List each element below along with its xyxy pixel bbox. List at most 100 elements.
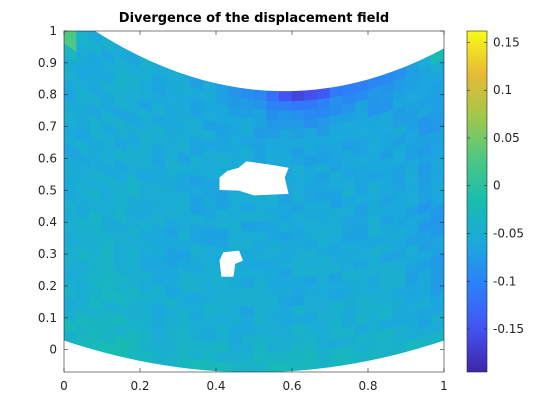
mesh-cell bbox=[253, 277, 268, 288]
y-tick-label: 0.5 bbox=[38, 183, 57, 197]
mesh-cell bbox=[240, 220, 255, 232]
mesh-cell bbox=[253, 287, 268, 298]
mesh-cell bbox=[430, 145, 444, 162]
mesh-cell bbox=[228, 199, 242, 212]
mesh-cell bbox=[266, 305, 280, 317]
mesh-cell bbox=[64, 31, 78, 42]
mesh-cell bbox=[228, 85, 242, 99]
mesh-cell bbox=[278, 156, 293, 167]
mesh-cell bbox=[240, 258, 255, 269]
mesh-cell bbox=[228, 352, 242, 363]
mesh-cell bbox=[202, 350, 217, 362]
mesh-cell bbox=[278, 267, 293, 279]
mesh-cell bbox=[253, 305, 268, 317]
x-tick-label: 0.2 bbox=[130, 379, 149, 393]
mesh-cell bbox=[291, 229, 306, 241]
mesh-cell bbox=[240, 267, 255, 279]
mesh-cell bbox=[240, 352, 255, 363]
mesh-cell bbox=[291, 285, 306, 297]
y-tick-label: 0.2 bbox=[38, 279, 57, 293]
mesh-cell bbox=[266, 90, 280, 102]
mesh-cell bbox=[291, 146, 306, 157]
mesh-cell bbox=[278, 342, 293, 354]
mesh-cell bbox=[240, 286, 255, 298]
mesh-cell bbox=[430, 116, 444, 133]
mesh-cell bbox=[240, 277, 255, 288]
mesh-cell bbox=[266, 203, 280, 214]
colorbar-tick-label: 0.05 bbox=[493, 131, 520, 145]
mesh-cell bbox=[304, 228, 318, 240]
mesh-cell bbox=[291, 267, 306, 279]
mesh-cell bbox=[304, 126, 318, 138]
mesh-cell bbox=[266, 315, 280, 326]
y-tick-label: 1 bbox=[49, 24, 57, 38]
mesh-cell bbox=[291, 174, 306, 185]
mesh-cell bbox=[240, 333, 255, 345]
mesh-cell bbox=[278, 221, 293, 232]
mesh-cell bbox=[278, 146, 293, 158]
mesh-cell bbox=[278, 137, 293, 148]
mesh-cell bbox=[278, 277, 293, 288]
mesh-cell bbox=[266, 361, 280, 372]
y-axis: 0 0.1 0.2 0.3 0.4 0.5 0.6 0.7 0.8 0.9 1 bbox=[38, 24, 444, 357]
mesh-cell bbox=[304, 247, 318, 259]
mesh-cell bbox=[240, 97, 255, 110]
x-tick-label: 1 bbox=[440, 379, 448, 393]
mesh-cell bbox=[304, 135, 318, 148]
mesh-cell bbox=[240, 248, 255, 260]
mesh-cell bbox=[291, 313, 306, 325]
mesh-cell bbox=[253, 117, 268, 129]
mesh-cell bbox=[291, 360, 306, 372]
mesh-cell bbox=[253, 230, 268, 242]
mesh-cell bbox=[278, 258, 293, 270]
mesh-cell bbox=[215, 322, 230, 334]
x-axis: 0 0.2 0.4 0.6 0.8 1 bbox=[60, 31, 448, 393]
mesh-cell bbox=[291, 276, 306, 288]
mesh-cell bbox=[253, 127, 268, 139]
mesh-cell bbox=[240, 106, 255, 119]
mesh-cell bbox=[240, 239, 255, 251]
mesh-cell bbox=[304, 163, 318, 175]
mesh-cell bbox=[304, 89, 318, 101]
mesh-cell bbox=[266, 333, 280, 345]
colorbar-axis: 0.15 0.1 0.05 0 -0.05 -0.1 -0.15 bbox=[467, 35, 524, 336]
mesh-cell bbox=[278, 333, 293, 344]
mesh-cell bbox=[430, 67, 444, 85]
mesh-cell bbox=[278, 128, 293, 139]
mesh-cell bbox=[228, 285, 242, 297]
mesh-cell bbox=[266, 100, 280, 111]
mesh-cell bbox=[253, 324, 268, 335]
mesh-cell bbox=[228, 228, 242, 240]
mesh-cell bbox=[304, 182, 318, 194]
mesh-cell bbox=[304, 219, 318, 231]
mesh-cell bbox=[278, 230, 293, 242]
mesh-cell bbox=[430, 223, 444, 239]
mesh-cell bbox=[253, 202, 268, 214]
mesh-cell bbox=[278, 305, 293, 316]
mesh-cell bbox=[266, 287, 280, 298]
colorbar-tick-label: -0.1 bbox=[493, 274, 516, 288]
mesh-cell bbox=[278, 361, 293, 372]
y-tick-label: 0.9 bbox=[38, 56, 57, 70]
mesh-cell bbox=[266, 109, 280, 120]
mesh-cell bbox=[304, 340, 318, 352]
mesh-cell bbox=[430, 96, 444, 114]
mesh-cell bbox=[228, 238, 242, 250]
mesh-cell bbox=[304, 98, 318, 110]
mesh-cell bbox=[77, 31, 90, 40]
mesh-cell bbox=[266, 249, 280, 260]
colorbar-tick-label: 0.15 bbox=[493, 35, 520, 49]
mesh-cell bbox=[228, 190, 242, 203]
mesh-cell bbox=[304, 265, 318, 278]
mesh-cell bbox=[253, 258, 268, 270]
mesh-cell bbox=[278, 314, 293, 326]
mesh-cell bbox=[430, 174, 444, 191]
mesh-cell bbox=[304, 145, 318, 157]
y-tick-label: 0.6 bbox=[38, 151, 57, 165]
mesh-cell bbox=[304, 200, 318, 213]
mesh-cell bbox=[228, 276, 242, 288]
mesh-cell bbox=[304, 321, 318, 333]
mesh-cell bbox=[304, 293, 318, 306]
mesh-cell bbox=[278, 109, 293, 120]
